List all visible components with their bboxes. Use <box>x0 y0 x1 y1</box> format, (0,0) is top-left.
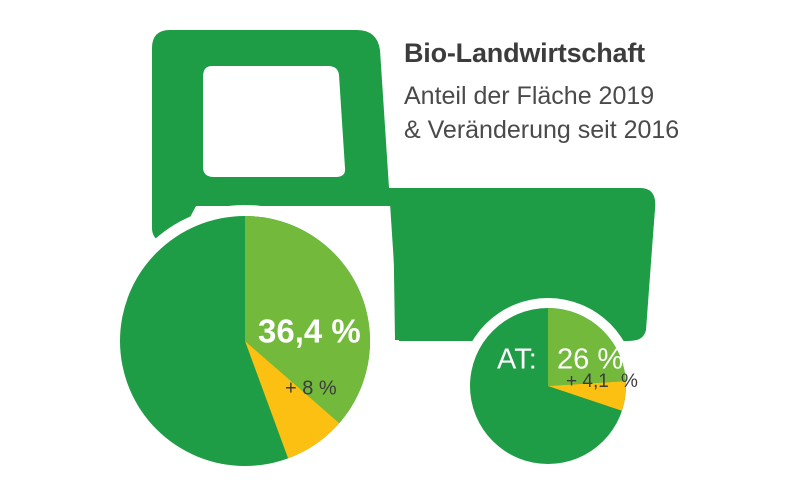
front-wheel-change-label: + 8 % <box>285 377 337 399</box>
tractor-body-group <box>152 30 656 341</box>
page-subtitle-line-2: & Veränderung seit 2016 <box>404 115 680 144</box>
rear-wheel-prefix-label: AT: <box>497 344 537 376</box>
tractor-chassis-shape <box>389 188 656 341</box>
rear-wheel-share-label: 26 % <box>557 344 623 376</box>
rear-wheel-change-unit-label: % <box>621 371 638 392</box>
heading-block: Bio-Landwirtschaft Anteil der Fläche 201… <box>404 38 784 147</box>
front-wheel-share-label: 36,4 % <box>258 313 361 350</box>
rear-wheel-change-label: + 4,1 <box>566 371 609 392</box>
front-wheel-chart-group: 36,4 % + 8 % <box>109 205 381 477</box>
rear-wheel-chart-group: AT: 26 % + 4,1 % <box>460 298 638 474</box>
rear-wheel-slice-change <box>548 381 626 411</box>
tractor-window-shape <box>203 66 346 177</box>
page-title: Bio-Landwirtschaft <box>404 38 645 68</box>
rear-wheel-slice-share <box>548 308 626 386</box>
front-wheel-slice-change <box>245 341 340 459</box>
page-subtitle-line-1: Anteil der Fläche 2019 <box>404 81 655 110</box>
front-wheel-slice-share <box>245 215 371 424</box>
